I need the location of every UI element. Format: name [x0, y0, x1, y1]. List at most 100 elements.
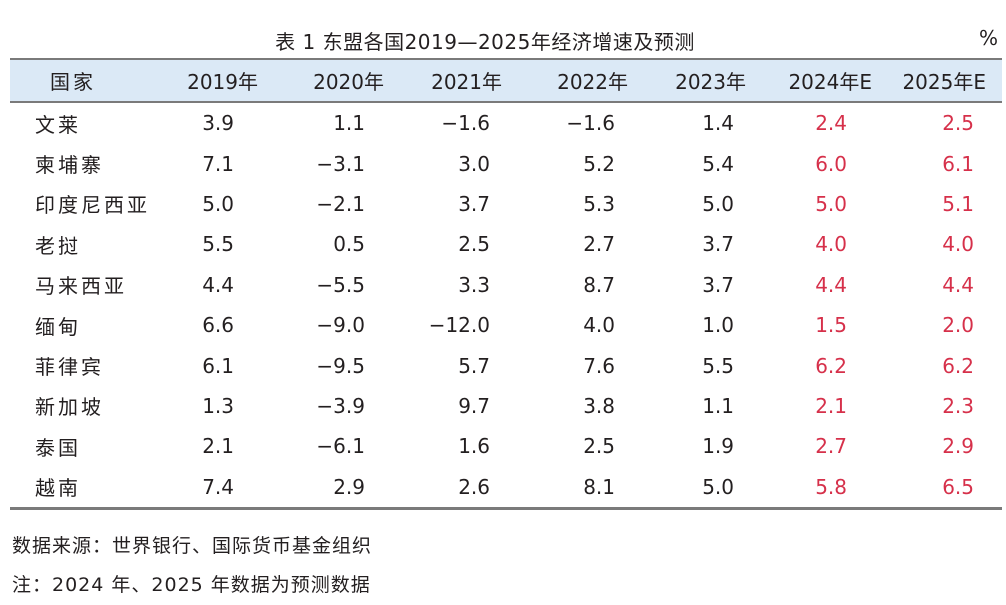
value-2019: 6.1	[202, 353, 234, 378]
value-2020: −2.1	[316, 191, 365, 216]
value-2019: 2.1	[202, 434, 234, 459]
value-2019: 7.4	[202, 474, 234, 499]
value-2022: 7.6	[583, 353, 615, 378]
value-2023: 5.4	[702, 151, 734, 176]
value-2019: 6.6	[202, 313, 234, 338]
table-title: 表 1 东盟各国2019—2025年经济增速及预测	[275, 30, 695, 54]
value-2024e: 1.5	[815, 313, 847, 338]
value-2024e: 4.0	[815, 232, 847, 257]
value-2022: 5.2	[583, 151, 615, 176]
value-2025e: 5.1	[942, 191, 974, 216]
value-2023: 3.7	[702, 232, 734, 257]
country-cell: 越南	[35, 476, 81, 501]
value-2025e: 6.2	[942, 353, 974, 378]
value-2023: 5.5	[702, 353, 734, 378]
value-2021: 3.3	[458, 272, 490, 297]
value-2025e: 2.9	[942, 434, 974, 459]
value-2021: 1.6	[458, 434, 490, 459]
value-2024e: 2.4	[815, 111, 847, 136]
header-rule	[10, 101, 1002, 103]
value-2020: −3.9	[316, 393, 365, 418]
value-2021: −1.6	[441, 111, 490, 136]
value-2020: −9.5	[316, 353, 365, 378]
value-2024e: 2.1	[815, 393, 847, 418]
header-2019: 2019年	[187, 70, 258, 94]
value-2022: 8.1	[583, 474, 615, 499]
value-2023: 1.4	[702, 111, 734, 136]
value-2021: 3.7	[458, 191, 490, 216]
country-cell: 印度尼西亚	[35, 193, 150, 218]
header-2021: 2021年	[431, 70, 502, 94]
value-2025e: 2.5	[942, 111, 974, 136]
value-2020: −3.1	[316, 151, 365, 176]
table-body: 文莱 3.9 1.1 −1.6 −1.6 1.4 2.4 2.5 柬埔寨 7.1…	[10, 103, 1002, 507]
value-2023: 5.0	[702, 474, 734, 499]
value-2025e: 4.0	[942, 232, 974, 257]
value-2024e: 2.7	[815, 434, 847, 459]
value-2023: 3.7	[702, 272, 734, 297]
value-2022: 3.8	[583, 393, 615, 418]
country-cell: 文莱	[35, 112, 81, 137]
value-2025e: 2.0	[942, 313, 974, 338]
value-2019: 4.4	[202, 272, 234, 297]
value-2022: 2.7	[583, 232, 615, 257]
value-2023: 1.0	[702, 313, 734, 338]
value-2019: 7.1	[202, 151, 234, 176]
value-2021: 3.0	[458, 151, 490, 176]
value-2022: 8.7	[583, 272, 615, 297]
value-2022: 5.3	[583, 191, 615, 216]
value-2021: −12.0	[428, 313, 490, 338]
value-2020: −6.1	[316, 434, 365, 459]
value-2022: 2.5	[583, 434, 615, 459]
bottom-rule	[10, 507, 1002, 510]
value-2024e: 5.8	[815, 474, 847, 499]
table-row: 新加坡 1.3 −3.9 9.7 3.8 1.1 2.1 2.3	[10, 386, 1002, 426]
country-cell: 菲律宾	[35, 355, 104, 380]
header-2020: 2020年	[313, 70, 384, 94]
value-2024e: 5.0	[815, 191, 847, 216]
header-2023: 2023年	[675, 70, 746, 94]
value-2025e: 6.1	[942, 151, 974, 176]
header-2025e: 2025年E	[902, 70, 986, 94]
value-2025e: 4.4	[942, 272, 974, 297]
country-cell: 泰国	[35, 435, 81, 460]
value-2019: 1.3	[202, 393, 234, 418]
table-row: 泰国 2.1 −6.1 1.6 2.5 1.9 2.7 2.9	[10, 426, 1002, 466]
value-2019: 5.0	[202, 191, 234, 216]
table-header: 国家 2019年 2020年 2021年 2022年 2023年 2024年E …	[10, 60, 1002, 101]
top-rule	[10, 58, 1002, 60]
table-row: 老挝 5.5 0.5 2.5 2.7 3.7 4.0 4.0	[10, 224, 1002, 264]
country-cell: 老挝	[35, 233, 81, 258]
value-2022: −1.6	[566, 111, 615, 136]
table-row: 柬埔寨 7.1 −3.1 3.0 5.2 5.4 6.0 6.1	[10, 143, 1002, 183]
header-2024e: 2024年E	[788, 70, 872, 94]
value-2024e: 6.2	[815, 353, 847, 378]
value-2023: 1.1	[702, 393, 734, 418]
value-2021: 9.7	[458, 393, 490, 418]
value-2019: 3.9	[202, 111, 234, 136]
value-2019: 5.5	[202, 232, 234, 257]
table-row: 越南 7.4 2.9 2.6 8.1 5.0 5.8 6.5	[10, 467, 1002, 507]
country-cell: 马来西亚	[35, 274, 127, 299]
country-cell: 缅甸	[35, 314, 81, 339]
value-2021: 2.6	[458, 474, 490, 499]
footnote: 注：2024 年、2025 年数据为预测数据	[12, 574, 371, 596]
value-2024e: 4.4	[815, 272, 847, 297]
value-2021: 2.5	[458, 232, 490, 257]
value-2024e: 6.0	[815, 151, 847, 176]
country-cell: 柬埔寨	[35, 153, 104, 178]
value-2020: −5.5	[316, 272, 365, 297]
value-2023: 5.0	[702, 191, 734, 216]
value-2020: −9.0	[316, 313, 365, 338]
table-row: 文莱 3.9 1.1 −1.6 −1.6 1.4 2.4 2.5	[10, 103, 1002, 143]
value-2025e: 2.3	[942, 393, 974, 418]
table-row: 印度尼西亚 5.0 −2.1 3.7 5.3 5.0 5.0 5.1	[10, 184, 1002, 224]
table-row: 菲律宾 6.1 −9.5 5.7 7.6 5.5 6.2 6.2	[10, 345, 1002, 385]
table-row: 缅甸 6.6 −9.0 −12.0 4.0 1.0 1.5 2.0	[10, 305, 1002, 345]
value-2021: 5.7	[458, 353, 490, 378]
value-2025e: 6.5	[942, 474, 974, 499]
country-cell: 新加坡	[35, 395, 104, 420]
data-source-note: 数据来源：世界银行、国际货币基金组织	[12, 535, 373, 557]
header-country: 国家	[50, 70, 96, 94]
